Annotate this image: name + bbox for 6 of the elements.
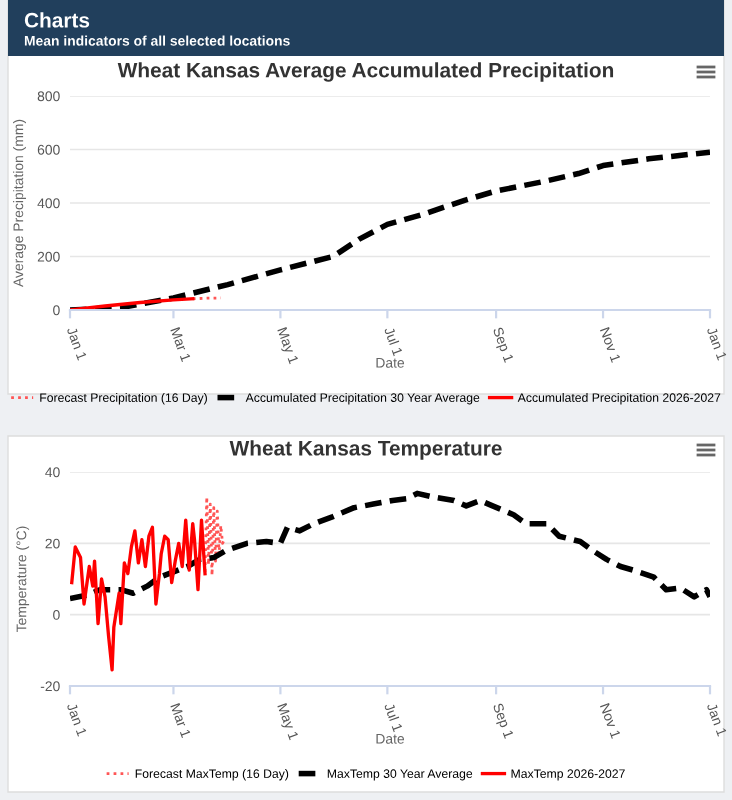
chart-title: Wheat Kansas Temperature <box>229 440 502 460</box>
chart-title: Wheat Kansas Average Accumulated Precipitation <box>117 62 614 82</box>
line-series <box>70 518 207 672</box>
text: Charts <box>24 12 90 28</box>
line-series <box>203 495 226 577</box>
line-series <box>70 490 710 602</box>
